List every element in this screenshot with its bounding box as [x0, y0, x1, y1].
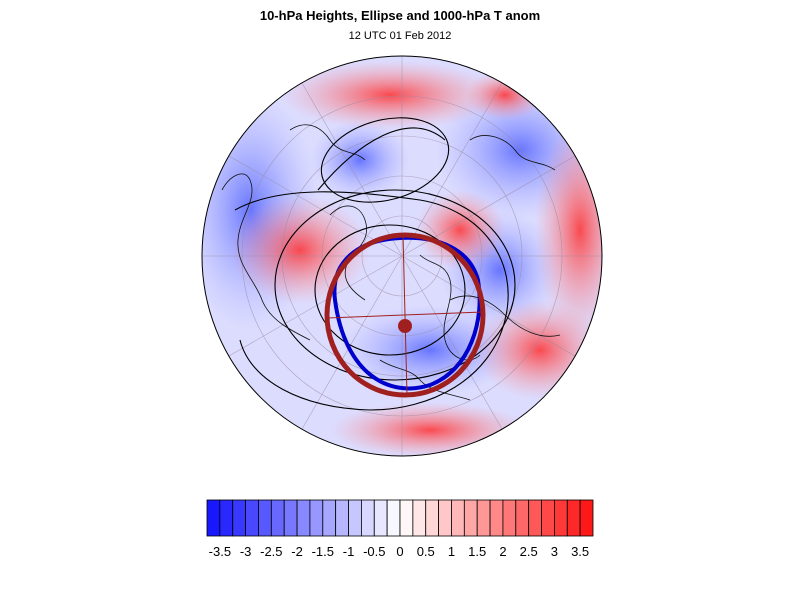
colorbar-box [502, 499, 517, 537]
colorbar-box [232, 499, 246, 537]
colorbar-box [425, 499, 440, 537]
ellipse-minor-axis [402, 234, 408, 396]
colorbar-box [566, 499, 581, 537]
colorbar-box [335, 499, 349, 537]
colorbar-box [309, 499, 324, 537]
chart-title: 10-hPa Heights, Ellipse and 1000-hPa T a… [259, 8, 541, 23]
colorbar-tick-label: -1.5 [312, 544, 334, 559]
colorbar-tick-label: 2.5 [520, 544, 538, 559]
chart-subtitle: 12 UTC 01 Feb 2012 [348, 30, 452, 42]
colorbar-box [206, 499, 221, 537]
colorbar-box [451, 499, 465, 537]
colorbar-labels: -3.5 -3 -2.5 -2 -1.5 -1 -0.5 0 0.5 1 1.5 2 2.5 3 3.5 [209, 544, 590, 559]
height-contours [234, 117, 516, 411]
colorbar-tick-label: -2.5 [260, 544, 282, 559]
colorbar-box [258, 499, 272, 537]
colorbar-box [386, 499, 401, 537]
colorbar-box [554, 499, 568, 537]
colorbar-box [322, 499, 337, 537]
colorbar-tick-label: 2 [499, 544, 506, 559]
colorbar-tick-label: 1.5 [468, 544, 486, 559]
anomaly-warm-north [280, 60, 500, 130]
colorbar-box [463, 499, 478, 537]
colorbar-boxes [206, 499, 594, 537]
fitted-ellipse [324, 232, 486, 398]
colorbar-box [270, 499, 285, 537]
colorbar-box [360, 499, 375, 537]
colorbar-box [245, 499, 259, 537]
colorbar-box [489, 499, 504, 537]
colorbar-box [476, 499, 491, 537]
colorbar-box [438, 499, 452, 537]
anomaly-warm-center [415, 190, 505, 270]
colorbar-tick-label: 0 [396, 544, 403, 559]
colorbar-box [283, 499, 298, 537]
coastlines [221, 124, 561, 401]
colorbar-tick-label: -0.5 [363, 544, 385, 559]
anomaly-warm-east [535, 120, 602, 340]
colorbar-tick-label: -3.5 [209, 544, 231, 559]
colorbar-box [399, 499, 414, 537]
colorbar-box [541, 499, 555, 537]
colorbar-box [296, 499, 311, 537]
colorbar-box [373, 499, 388, 537]
colorbar-tick-label: 3 [551, 544, 558, 559]
colorbar-box [515, 499, 530, 537]
colorbar-box [528, 499, 542, 537]
colorbar-tick-label: -3 [240, 544, 252, 559]
colorbar-box [219, 499, 234, 537]
colorbar-tick-label: -1 [343, 544, 355, 559]
colorbar-box [412, 499, 427, 537]
polar-map [201, 55, 603, 457]
globe-boundary [201, 55, 603, 457]
vortex-centroid [398, 319, 412, 333]
colorbar-box [348, 499, 362, 537]
colorbar-tick-label: 1 [448, 544, 455, 559]
anomaly-field [202, 56, 602, 456]
colorbar-tick-label: 3.5 [571, 544, 589, 559]
colorbar-tick-label: -2 [291, 544, 303, 559]
colorbar-box [579, 499, 594, 537]
colorbar-tick-label: 0.5 [417, 544, 435, 559]
